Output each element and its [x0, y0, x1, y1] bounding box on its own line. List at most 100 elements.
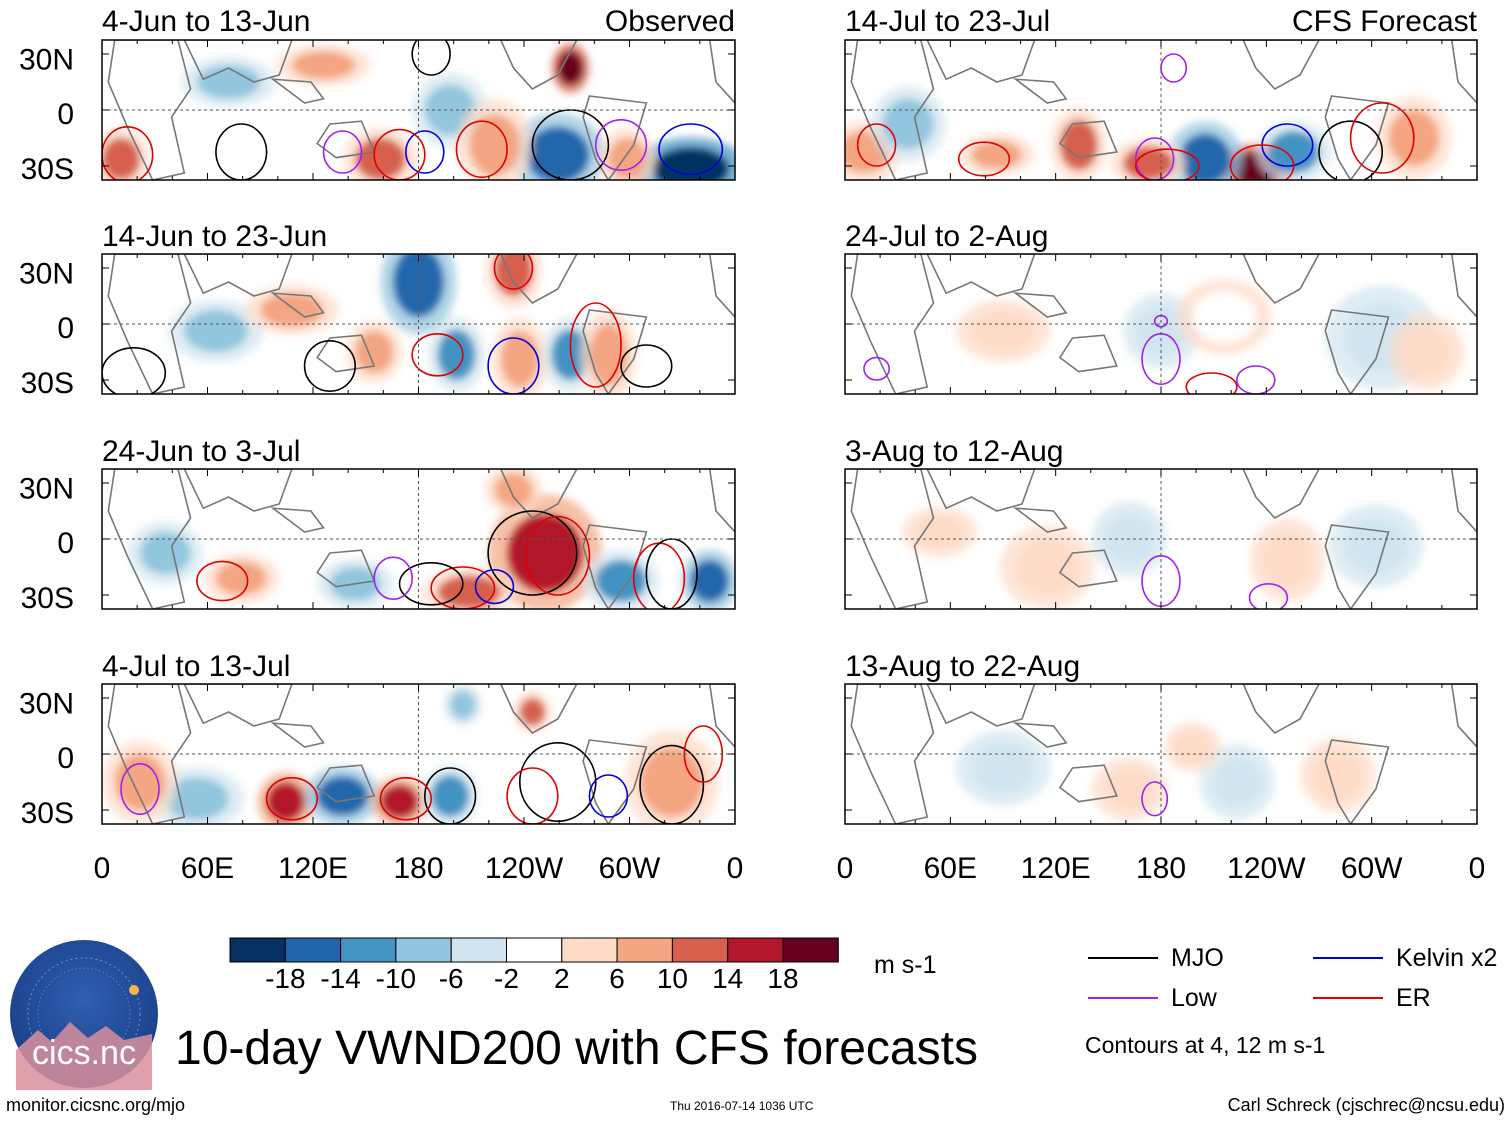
colorbar-swatch	[727, 937, 784, 963]
contour-low	[863, 356, 891, 381]
anomaly-blob	[494, 473, 533, 507]
anomaly-blob	[1179, 133, 1231, 180]
coastline	[499, 40, 578, 91]
anomaly-blob	[652, 147, 729, 180]
x-tick-label: 60E	[924, 852, 977, 885]
contour-low	[1160, 53, 1188, 83]
coastline	[850, 254, 935, 394]
anomaly-blob	[507, 513, 584, 593]
anomaly-blob	[971, 310, 1035, 352]
coastline	[499, 254, 578, 305]
y-tick-label: 0	[57, 98, 74, 131]
coastline	[850, 469, 935, 609]
contour-er	[856, 123, 897, 167]
coastline	[270, 78, 325, 104]
coastline	[270, 292, 325, 318]
panel-field	[850, 254, 1477, 394]
panel-field	[102, 254, 735, 394]
colorbar-units: m s-1	[874, 951, 937, 979]
anomaly-blob	[589, 324, 628, 386]
contour-er	[373, 128, 426, 180]
timestamp: Thu 2016-07-14 1036 UTC	[670, 1099, 814, 1113]
panel-forecast-4: 13-Aug to 22-Aug	[844, 650, 1478, 825]
x-tick-label: 60W	[1341, 852, 1403, 885]
anomaly-blob	[1173, 730, 1212, 764]
panel-forecast-1: 14-Jul to 23-Jul CFS Forecast	[844, 5, 1478, 181]
coastline	[1324, 739, 1390, 824]
coastline	[1058, 334, 1118, 373]
anomaly-blob	[608, 138, 647, 180]
contour-mjo	[102, 347, 167, 394]
colorbar-tick-label: -10	[376, 963, 416, 994]
mountain-icon	[16, 1022, 152, 1090]
coastline	[1012, 507, 1068, 533]
y-tick-label: 30N	[19, 258, 74, 291]
panel-title: 14-Jun to 23-Jun	[102, 220, 327, 253]
colorbar-swatch	[229, 937, 286, 963]
x-tick-label: 180	[393, 852, 443, 885]
coastline	[1450, 254, 1477, 319]
panels-layer: 30N 0 30S 4-Jun to 13-Jun Observed 30N 0 30S 14-…	[19, 5, 1485, 885]
anomaly-blob	[882, 98, 934, 150]
legend-label: Low	[1171, 984, 1218, 1012]
anomaly-blob	[114, 754, 166, 810]
coastline	[107, 684, 192, 824]
contour-low	[1134, 137, 1175, 180]
anomaly-blob	[1135, 305, 1187, 357]
contour-kelvin-x2	[588, 774, 629, 818]
colorbar-swatch	[671, 937, 729, 963]
colorbar-swatch	[561, 937, 618, 963]
contour-er	[957, 141, 1011, 177]
x-tick-label: 120W	[1227, 852, 1306, 885]
panel-title: 4-Jun to 13-Jun	[102, 5, 310, 38]
panel-observed-4: 30N 0 30S 4-Jul to 13-Jul	[19, 650, 736, 830]
legend-label: ER	[1396, 984, 1431, 1012]
contour-mjo	[518, 741, 597, 822]
anomaly-blob	[184, 310, 248, 352]
x-tick-label: 60W	[599, 852, 661, 885]
coastline	[582, 309, 648, 394]
contour-kelvin-x2	[474, 568, 515, 605]
anomaly-blob	[557, 51, 584, 85]
contour-low	[1248, 583, 1289, 609]
colorbar-tick-label: -2	[494, 963, 519, 994]
contour-er	[455, 120, 508, 178]
contour-er	[379, 776, 432, 821]
contour-low	[594, 119, 648, 172]
anomaly-blob	[971, 742, 1035, 794]
y-tick-label: 30N	[19, 688, 74, 721]
contour-mjo	[215, 123, 268, 180]
anomaly-blob	[291, 51, 356, 80]
panel-title: 3-Aug to 12-Aug	[845, 435, 1063, 468]
author: Carl Schreck (cjschrec@ncsu.edu)	[1227, 1095, 1505, 1115]
colorbar-tick-label: 18	[767, 963, 798, 994]
site-url: monitor.cicsnc.org/mjo	[6, 1095, 186, 1115]
coastline	[926, 469, 1036, 512]
colorbar-tick-label: 10	[657, 963, 688, 994]
coastline	[499, 469, 578, 520]
coastline	[850, 684, 935, 824]
coastline	[582, 739, 648, 824]
contour-er	[1134, 148, 1200, 180]
contour-er	[430, 566, 496, 609]
anomaly-blob	[1059, 119, 1098, 171]
coastline	[1058, 120, 1118, 159]
anomaly-blob	[469, 114, 520, 176]
coastline	[107, 40, 192, 180]
coastline	[1242, 40, 1320, 91]
coastline	[708, 684, 735, 749]
coastline	[1012, 78, 1068, 104]
anomaly-blob	[215, 561, 267, 595]
y-tick-label: 0	[57, 527, 74, 560]
contour-low	[1236, 365, 1276, 394]
colorbar-tick-label: 2	[554, 963, 570, 994]
anomaly-blob	[1262, 532, 1313, 588]
anomaly-blob	[690, 560, 729, 602]
contour-kelvin-x2	[658, 123, 724, 176]
coastline	[582, 95, 648, 180]
legend-label: Kelvin x2	[1396, 944, 1497, 972]
anomaly-blob	[595, 560, 647, 602]
contour-mjo	[487, 510, 578, 596]
anomaly-blob	[266, 782, 305, 822]
contour-er	[525, 515, 591, 596]
